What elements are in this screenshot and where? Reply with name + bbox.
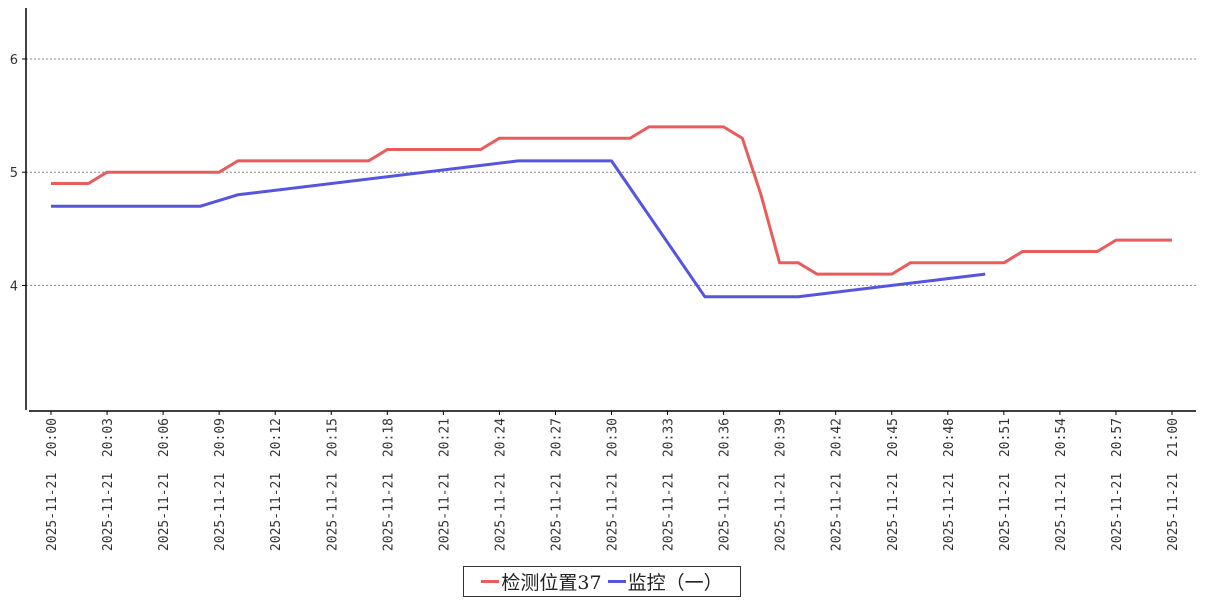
- y-tick-labels: 4 5 6: [10, 53, 18, 294]
- y-tick-label: 5: [10, 166, 18, 181]
- x-tick-labels: 2025-11-21 20:00 2025-11-21 20:03 2025-11-…: [45, 411, 1181, 551]
- x-tick-label: 2025-11-21 20:06: [157, 418, 172, 551]
- series-lines: [51, 125, 1172, 299]
- y-tick-label: 4: [10, 279, 18, 294]
- series-line-2: [51, 159, 986, 299]
- x-tick-label: 2025-11-21 20:30: [606, 418, 621, 551]
- legend-swatch-blue: [607, 580, 626, 583]
- x-tick-label: 2025-11-21 20:48: [942, 418, 957, 551]
- x-tick-label: 2025-11-21 20:36: [718, 418, 733, 551]
- x-tick-label: 2025-11-21 20:12: [269, 418, 284, 551]
- x-tick-label: 2025-11-21 20:51: [998, 418, 1013, 551]
- x-tick-label: 2025-11-21 20:03: [101, 418, 116, 551]
- axes: [25, 8, 1196, 412]
- x-tick-label: 2025-11-21 20:24: [493, 418, 508, 551]
- legend-item-series-1[interactable]: 检测位置37: [481, 568, 602, 595]
- x-tick-label: 2025-11-21 20:33: [662, 418, 677, 551]
- x-tick-label: 2025-11-21 20:39: [774, 418, 789, 551]
- legend-label-series-2: 监控（一）: [627, 572, 723, 594]
- x-tick-label: 2025-11-21 20:15: [325, 418, 340, 551]
- series-line-1: [51, 125, 1172, 276]
- x-tick-label: 2025-11-21 20:57: [1110, 418, 1125, 551]
- x-tick-label: 2025-11-21 20:00: [45, 418, 60, 551]
- x-tick-label: 2025-11-21 20:45: [886, 418, 901, 551]
- x-tick-label: 2025-11-21 20:21: [437, 418, 452, 551]
- legend-swatch-red: [481, 580, 500, 583]
- x-tick-label: 2025-11-21 20:09: [213, 418, 228, 551]
- legend-item-series-2[interactable]: 监控（一）: [607, 568, 723, 595]
- legend-label-series-1: 检测位置37: [501, 572, 602, 594]
- x-tick-label: 2025-11-21 20:54: [1054, 418, 1069, 551]
- x-tick-label: 2025-11-21 20:18: [381, 418, 396, 551]
- x-tick-label: 2025-11-21 21:00: [1166, 418, 1181, 551]
- x-tick-label: 2025-11-21 20:27: [549, 418, 564, 551]
- y-tick-label: 6: [10, 53, 18, 68]
- x-tick-label: 2025-11-21 20:42: [830, 418, 845, 551]
- legend: 检测位置37 监控（一）: [463, 566, 741, 597]
